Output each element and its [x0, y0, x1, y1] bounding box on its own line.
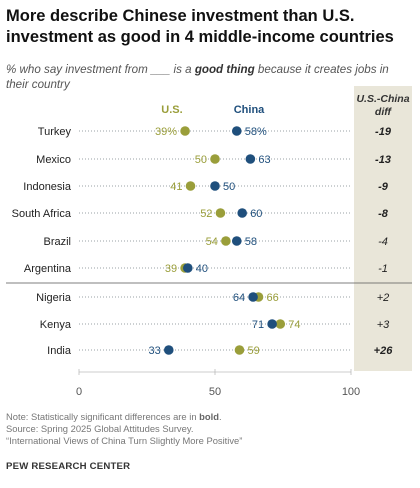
subtitle-bold: good thing	[194, 63, 255, 76]
row-label: Mexico	[36, 154, 71, 166]
us-value-label: 74	[288, 319, 300, 331]
diff-value: -13	[375, 154, 391, 166]
legend-us: U.S.	[161, 104, 182, 116]
us-value-label: 50	[195, 154, 207, 166]
china-dot	[231, 236, 242, 246]
china-dot	[163, 345, 174, 355]
china-value-label: 71	[252, 319, 264, 331]
row-label: Argentina	[24, 263, 72, 275]
row-label: Indonesia	[23, 181, 72, 193]
x-tick-label: 50	[209, 386, 221, 398]
row-label: Turkey	[38, 126, 72, 138]
row-label: South Africa	[12, 208, 72, 220]
subtitle-pre: % who say investment from ___ is a	[6, 63, 195, 76]
us-dot	[180, 126, 190, 136]
diff-header-line1: U.S.-China	[356, 93, 409, 105]
china-value-label: 58%	[245, 126, 267, 138]
china-value-label: 33	[149, 345, 161, 357]
row-label: Brazil	[43, 236, 71, 248]
diff-column-bg	[354, 86, 412, 371]
china-dot	[210, 181, 220, 191]
us-dot	[185, 181, 196, 191]
china-dot	[231, 126, 242, 136]
china-dot	[245, 154, 256, 164]
diff-value: -8	[378, 208, 389, 220]
x-tick-label: 100	[342, 386, 360, 398]
china-value-label: 63	[258, 154, 270, 166]
x-tick-label: 0	[76, 386, 82, 398]
us-value-label: 59	[247, 345, 259, 357]
diff-value: -9	[378, 181, 389, 193]
legend-china: China	[234, 104, 265, 116]
chart-subtitle: % who say investment from ___ is a good …	[6, 62, 414, 92]
china-value-label: 58	[245, 236, 257, 248]
subtitle-post: because it creates jobs in their country	[6, 63, 389, 91]
org-name: PEW RESEARCH CENTER	[6, 461, 131, 472]
us-value-label: 54	[206, 236, 218, 248]
china-dot	[267, 319, 277, 329]
us-dot	[234, 345, 245, 355]
diff-value: -19	[375, 126, 392, 138]
row-label: Kenya	[40, 319, 72, 331]
us-value-label: 52	[200, 208, 212, 220]
note-line-source: Source: Spring 2025 Global Attitudes Sur…	[6, 423, 194, 434]
us-value-label: 39%	[155, 126, 177, 138]
diff-value: -1	[378, 263, 388, 275]
diff-value: +26	[374, 345, 394, 357]
chart-title: More describe Chinese investment than U.…	[6, 7, 394, 46]
row-label: India	[47, 345, 72, 357]
china-dot	[237, 208, 247, 218]
china-value-label: 50	[223, 181, 235, 193]
note-line-significance: Note: Statistically significant differen…	[6, 411, 222, 422]
chart-note: Note: Statistically significant differen…	[6, 411, 242, 447]
diff-value: +3	[377, 319, 390, 331]
china-dot	[183, 263, 193, 273]
diff-header-line2: diff	[375, 106, 393, 118]
us-dot	[275, 319, 286, 329]
us-dot	[215, 208, 226, 218]
diff-value: +2	[377, 292, 390, 304]
note-line-report: “International Views of China Turn Sligh…	[6, 435, 243, 446]
china-dot	[248, 292, 258, 302]
us-value-label: 39	[165, 263, 177, 275]
china-value-label: 64	[233, 292, 245, 304]
us-dot	[221, 236, 231, 246]
china-value-label: 40	[196, 263, 208, 275]
us-value-label: 41	[170, 181, 182, 193]
diff-value: -4	[378, 236, 388, 248]
us-value-label: 66	[267, 292, 279, 304]
us-dot	[210, 154, 220, 164]
row-label: Nigeria	[36, 292, 72, 304]
china-value-label: 60	[250, 208, 262, 220]
